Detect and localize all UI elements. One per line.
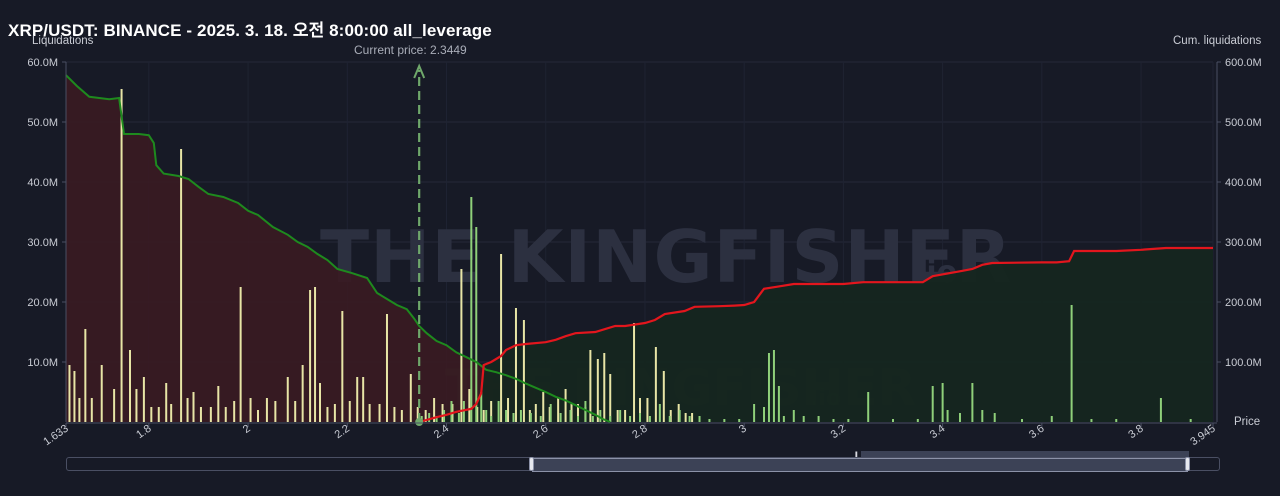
short-cum-line[interactable]: [65, 74, 611, 423]
current-price-dot: [415, 418, 424, 426]
navigator-grip-icon[interactable]: lll: [855, 452, 858, 459]
liquidation-bars[interactable]: [68, 89, 1192, 422]
left-axis-caption: Liquidations: [32, 35, 94, 47]
y2-tick-label: 300.0M: [1225, 237, 1262, 249]
navigator-left-handle[interactable]: [529, 457, 534, 471]
x-tick-label: 2.4: [432, 423, 451, 442]
navigator-selection[interactable]: [532, 458, 1188, 472]
x-tick-label: 2.6: [531, 423, 550, 442]
x-tick-label: 2.8: [630, 423, 649, 442]
y2-tick-label: 600.0M: [1225, 57, 1262, 69]
x-tick-label: 3.8: [1126, 423, 1145, 442]
x-tick-label: 1.633: [41, 423, 70, 449]
right-axis-caption: Cum. liquidations: [1173, 35, 1262, 47]
long-cum-fill: [419, 248, 1213, 422]
y2-tick-label: 100.0M: [1225, 357, 1262, 369]
short-cum-fill: [66, 75, 611, 422]
long-cum-line[interactable]: [418, 246, 1213, 424]
x-tick-label: 3.945: [1188, 423, 1217, 449]
x-tick-label: 3.4: [928, 423, 947, 442]
navigator-right-handle[interactable]: [1185, 457, 1190, 471]
y-tick-label: 40.0M: [27, 177, 58, 189]
x-tick-label: 1.8: [134, 423, 153, 442]
navigator-grip-bar[interactable]: [861, 451, 1189, 457]
current-price-marker: [413, 63, 426, 426]
current-price-label: Current price: 2.3449: [354, 43, 467, 57]
x-tick-label: 3: [737, 423, 749, 436]
cum-fills: [66, 75, 1213, 422]
x-tick-label: 2: [241, 423, 253, 436]
y-tick-label: 60.0M: [27, 57, 58, 69]
range-navigator[interactable]: [66, 457, 1220, 472]
x-tick-label: 3.6: [1027, 423, 1046, 442]
chart-title: XRP/USDT: BINANCE - 2025. 3. 18. 오전 8:00…: [8, 21, 492, 40]
y2-tick-label: 200.0M: [1225, 297, 1262, 309]
y-tick-label: 50.0M: [27, 117, 58, 129]
x-tick-label: 2.2: [333, 423, 352, 442]
y-tick-label: 20.0M: [27, 297, 58, 309]
y2-tick-label: 500.0M: [1225, 117, 1262, 129]
y-tick-label: 30.0M: [27, 237, 58, 249]
price-axis-caption: Price: [1234, 416, 1261, 428]
cum-lines[interactable]: [65, 74, 1213, 424]
y-tick-label: 10.0M: [27, 357, 58, 369]
current-price-arrow-icon: [413, 63, 426, 79]
y2-tick-label: 400.0M: [1225, 177, 1262, 189]
x-tick-label: 3.2: [829, 423, 848, 442]
